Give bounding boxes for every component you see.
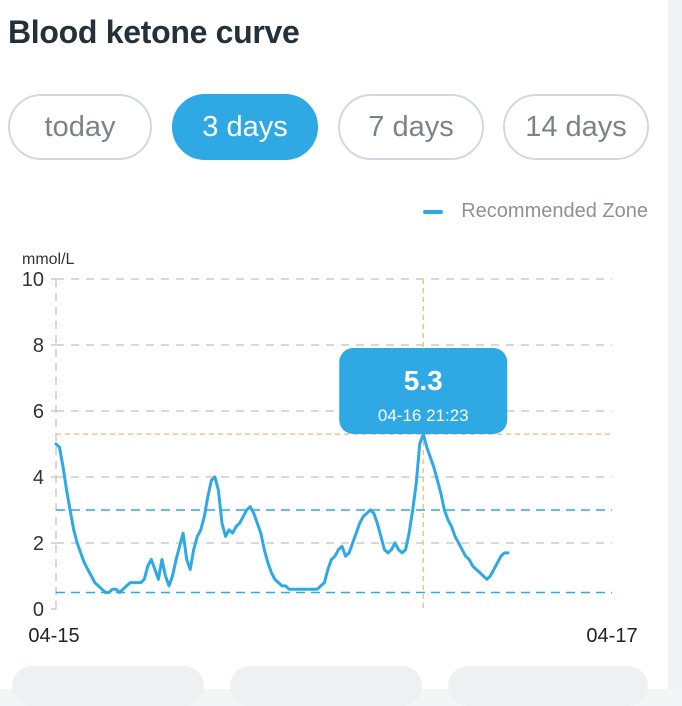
y-tick-label-6: 6	[33, 401, 44, 423]
range-tabs: today 3 days 7 days 14 days	[0, 94, 668, 164]
page-title: Blood ketone curve	[8, 14, 300, 50]
tooltip-time: 04-16 21:23	[378, 406, 469, 425]
bottom-card-middle[interactable]	[230, 666, 422, 706]
tab-7-days[interactable]: 7 days	[338, 94, 484, 160]
bottom-card-right[interactable]	[448, 666, 648, 706]
tab-3-days[interactable]: 3 days	[172, 94, 318, 160]
y-tick-label-4: 4	[33, 467, 44, 489]
ketone-series-line	[54, 432, 510, 594]
legend-swatch	[423, 209, 444, 214]
y-tick-label-2: 2	[33, 533, 44, 555]
chart-legend: Recommended Zone	[423, 200, 648, 223]
screen-edge	[668, 0, 682, 689]
x-tick-label-start: 04-15	[28, 625, 79, 647]
x-tick-label-end: 04-17	[586, 625, 637, 647]
tab-14-days[interactable]: 14 days	[503, 94, 649, 160]
bottom-card-left[interactable]	[12, 666, 204, 706]
ketone-line-chart[interactable]: mmol/L 0 2 4 6 8 10 04-15 04-17 5.3 04-16 21:23	[0, 240, 668, 660]
y-tick-label-10: 10	[22, 269, 44, 291]
y-unit-label: mmol/L	[22, 251, 75, 268]
tooltip-background	[339, 348, 508, 434]
legend-label: Recommended Zone	[461, 200, 648, 222]
y-tick-label-0: 0	[33, 599, 44, 621]
tab-today[interactable]: today	[8, 94, 152, 160]
blood-ketone-card: Blood ketone curve today 3 days 7 days 1…	[0, 0, 668, 689]
value-tooltip: 5.3 04-16 21:23	[339, 348, 508, 434]
tooltip-value: 5.3	[404, 365, 443, 396]
y-tick-label-8: 8	[33, 335, 44, 357]
